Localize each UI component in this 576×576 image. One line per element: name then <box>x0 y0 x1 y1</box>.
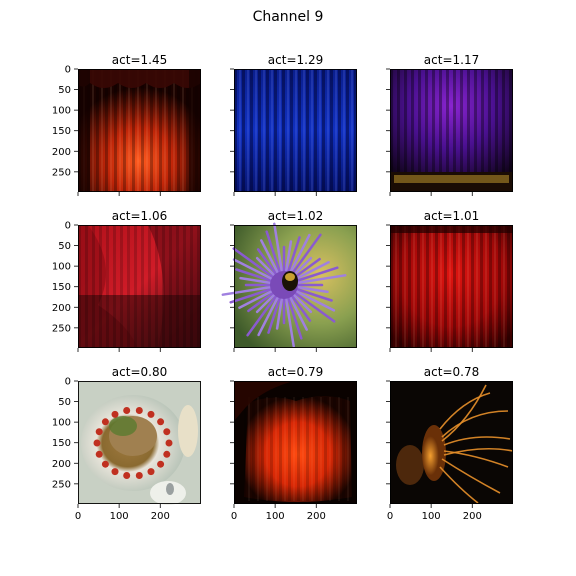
panel-title: act=0.78 <box>424 365 479 379</box>
x-tick-label: 0 <box>387 511 393 522</box>
panel-frame <box>234 381 357 504</box>
y-tick-label: 200 <box>52 147 71 158</box>
panel-image <box>390 381 514 504</box>
y-tick-label: 50 <box>58 241 71 252</box>
panel-frame <box>234 225 357 348</box>
panel-image <box>234 69 357 192</box>
panel-frame <box>78 69 201 192</box>
panel-blue-curtain: act=1.29 <box>230 53 357 196</box>
panel-image <box>78 381 201 505</box>
panel-purple-flower-with-bee: act=1.02 <box>221 209 357 352</box>
y-tick-label: 250 <box>52 167 71 178</box>
panel-red-orange-curtain: act=0.79 0 100 200 <box>230 365 357 522</box>
y-tick-label: 100 <box>52 262 71 273</box>
panel-plate-of-food: act=0.80 0 100 200 0 50 100 150 200 250 <box>52 365 201 522</box>
x-tick-label: 100 <box>266 511 285 522</box>
panel-frame <box>78 381 201 504</box>
panel-frame <box>390 381 513 504</box>
y-tick-label: 0 <box>65 221 71 232</box>
x-tick-label: 0 <box>231 511 237 522</box>
panel-title: act=1.01 <box>424 209 479 223</box>
panel-red-stage-curtain: act=1.45 0 50 100 150 200 250 <box>52 53 201 196</box>
panel-frame <box>390 69 513 192</box>
x-tick-label: 200 <box>307 511 326 522</box>
x-tick-label: 200 <box>151 511 170 522</box>
y-tick-label: 0 <box>65 65 71 76</box>
y-tick-label: 150 <box>52 282 71 293</box>
panel-image <box>221 222 357 348</box>
panel-image <box>234 381 357 504</box>
y-tick-label: 250 <box>52 323 71 334</box>
panel-title: act=0.80 <box>112 365 167 379</box>
panel-image <box>78 69 201 192</box>
y-tick-label: 150 <box>52 126 71 137</box>
y-tick-label: 50 <box>58 397 71 408</box>
panel-frame <box>78 225 201 348</box>
panel-title: act=1.02 <box>268 209 323 223</box>
panel-image <box>78 225 201 348</box>
y-tick-label: 150 <box>52 438 71 449</box>
panel-jellyfish: act=0.78 0 100 200 <box>386 365 514 522</box>
panel-frame <box>234 69 357 192</box>
panel-title: act=1.29 <box>268 53 323 67</box>
y-tick-label: 100 <box>52 418 71 429</box>
panel-title: act=1.17 <box>424 53 479 67</box>
y-tick-label: 100 <box>52 106 71 117</box>
panel-red-curtain: act=1.01 <box>386 209 513 352</box>
panel-frame <box>390 225 513 348</box>
y-tick-label: 200 <box>52 303 71 314</box>
y-tick-label: 50 <box>58 85 71 96</box>
y-tick-label: 0 <box>65 377 71 388</box>
x-tick-label: 200 <box>463 511 482 522</box>
x-tick-label: 0 <box>75 511 81 522</box>
x-tick-label: 100 <box>110 511 129 522</box>
figure-title: Channel 9 <box>252 9 324 25</box>
panel-purple-stage-curtain: act=1.17 <box>386 53 513 196</box>
y-tick-label: 200 <box>52 459 71 470</box>
panel-title: act=1.45 <box>112 53 167 67</box>
y-tick-label: 250 <box>52 479 71 490</box>
panel-image <box>390 69 513 192</box>
panel-image <box>390 225 513 348</box>
panel-title: act=1.06 <box>112 209 167 223</box>
panel-red-draped-fabric: act=1.06 0 50 100 150 200 250 <box>52 209 201 352</box>
x-tick-label: 100 <box>422 511 441 522</box>
panel-title: act=0.79 <box>268 365 323 379</box>
